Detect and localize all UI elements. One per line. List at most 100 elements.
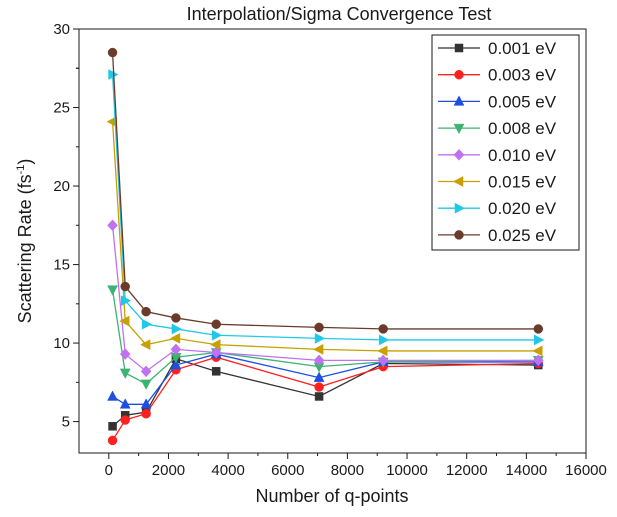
data-point — [170, 343, 182, 356]
legend-label: 0.025 eV — [488, 226, 557, 245]
legend-marker — [453, 123, 465, 135]
legend-marker — [454, 69, 464, 80]
y-tick-label: 20 — [53, 178, 70, 195]
series-line — [111, 225, 539, 373]
legend: 0.001 eV 0.003 eV 0.005 eV 0.008 eV 0.010 eV… — [431, 34, 580, 251]
data-point — [313, 371, 325, 382]
data-point — [313, 343, 324, 355]
x-tick-label: 10000 — [386, 462, 428, 479]
data-point — [532, 354, 544, 367]
legend-label: 0.008 eV — [488, 119, 557, 138]
x-axis: 0 2000 4000 6000 8000 10000 12000 14000 16000 — [105, 453, 607, 479]
y-tick-label: 10 — [53, 335, 70, 352]
data-point — [378, 334, 390, 346]
data-point — [120, 281, 130, 292]
data-point — [377, 354, 389, 367]
x-axis-title: Number of q-points — [255, 486, 408, 506]
data-point — [141, 408, 151, 419]
legend-marker — [454, 43, 464, 53]
data-point — [532, 345, 543, 357]
legend-label: 0.015 eV — [488, 173, 557, 192]
y-axis-title-main: Scattering Rate (fs — [15, 174, 35, 323]
data-point — [171, 323, 182, 335]
x-tick-label: 4000 — [211, 462, 244, 479]
data-point — [107, 47, 118, 58]
data-point — [140, 379, 152, 390]
series-line — [111, 52, 539, 330]
legend-marker — [453, 148, 465, 161]
data-point — [119, 348, 131, 360]
legend-label: 0.020 eV — [488, 199, 557, 218]
legend-item: 0.003 eV — [438, 66, 557, 85]
y-tick-label: 30 — [53, 21, 70, 38]
data-point — [140, 398, 152, 409]
data-point — [171, 313, 181, 323]
y-tick-label: 5 — [62, 414, 70, 431]
data-point — [107, 285, 118, 296]
x-tick-label: 2000 — [152, 462, 185, 479]
data-point — [534, 334, 545, 346]
series-4 — [107, 219, 544, 378]
data-point — [378, 324, 388, 334]
data-point — [107, 435, 118, 446]
x-tick-label: 8000 — [331, 462, 364, 479]
plot-frame — [78, 28, 587, 454]
data-point — [210, 339, 221, 351]
data-point — [107, 390, 118, 401]
data-point — [141, 318, 153, 330]
legend-label: 0.003 eV — [488, 66, 557, 85]
data-point — [314, 332, 326, 344]
data-point — [377, 345, 388, 357]
data-point — [169, 332, 181, 344]
y-tick-label: 15 — [53, 257, 70, 274]
chart-title: Interpolation/Sigma Convergence Test — [187, 4, 492, 24]
y-axis-title-tail: ) — [15, 159, 35, 165]
legend-marker — [453, 95, 465, 106]
data-point — [140, 365, 152, 378]
data-point — [170, 359, 182, 370]
y-axis-title: Scattering Rate (fs-1) — [15, 159, 35, 324]
data-point — [119, 315, 130, 327]
y-tick-label: 25 — [53, 100, 70, 117]
series-layer — [106, 47, 545, 446]
series-line — [111, 74, 539, 341]
legend-label: 0.005 eV — [488, 92, 557, 111]
y-axis-title-sup: -1 — [15, 165, 27, 175]
data-point — [314, 392, 324, 401]
legend-marker — [454, 230, 464, 240]
data-point — [211, 367, 221, 376]
data-point — [141, 306, 151, 317]
data-point — [120, 415, 130, 425]
data-point — [210, 346, 222, 359]
x-tick-label: 12000 — [446, 462, 488, 479]
x-tick-label: 6000 — [271, 462, 304, 479]
legend-marker — [454, 202, 466, 214]
data-point — [211, 319, 221, 329]
series-line — [111, 289, 539, 385]
legend-item: 0.015 eV — [438, 173, 557, 192]
data-point — [108, 422, 117, 431]
data-point — [140, 339, 151, 351]
x-tick-label: 16000 — [565, 462, 607, 479]
legend-item: 0.020 eV — [438, 199, 557, 218]
legend-item: 0.025 eV — [438, 226, 557, 245]
legend-label: 0.010 eV — [488, 146, 557, 165]
data-point — [314, 382, 324, 392]
data-point — [313, 354, 325, 367]
legend-item: 0.010 eV — [438, 146, 557, 165]
series-line — [112, 353, 539, 405]
data-point — [120, 295, 132, 307]
data-point — [211, 329, 223, 341]
legend-label: 0.001 eV — [488, 39, 557, 58]
data-point — [107, 219, 118, 232]
legend-item: 0.001 eV — [438, 39, 557, 58]
x-tick-label: 14000 — [505, 462, 547, 479]
data-point — [119, 398, 131, 409]
legend-item: 0.005 eV — [438, 92, 557, 111]
y-axis: 5 10 15 20 25 30 — [53, 21, 79, 431]
series-2 — [107, 348, 544, 409]
legend-item: 0.008 eV — [438, 119, 557, 138]
data-point — [119, 368, 131, 379]
data-point — [314, 322, 324, 333]
series-7 — [107, 47, 544, 334]
